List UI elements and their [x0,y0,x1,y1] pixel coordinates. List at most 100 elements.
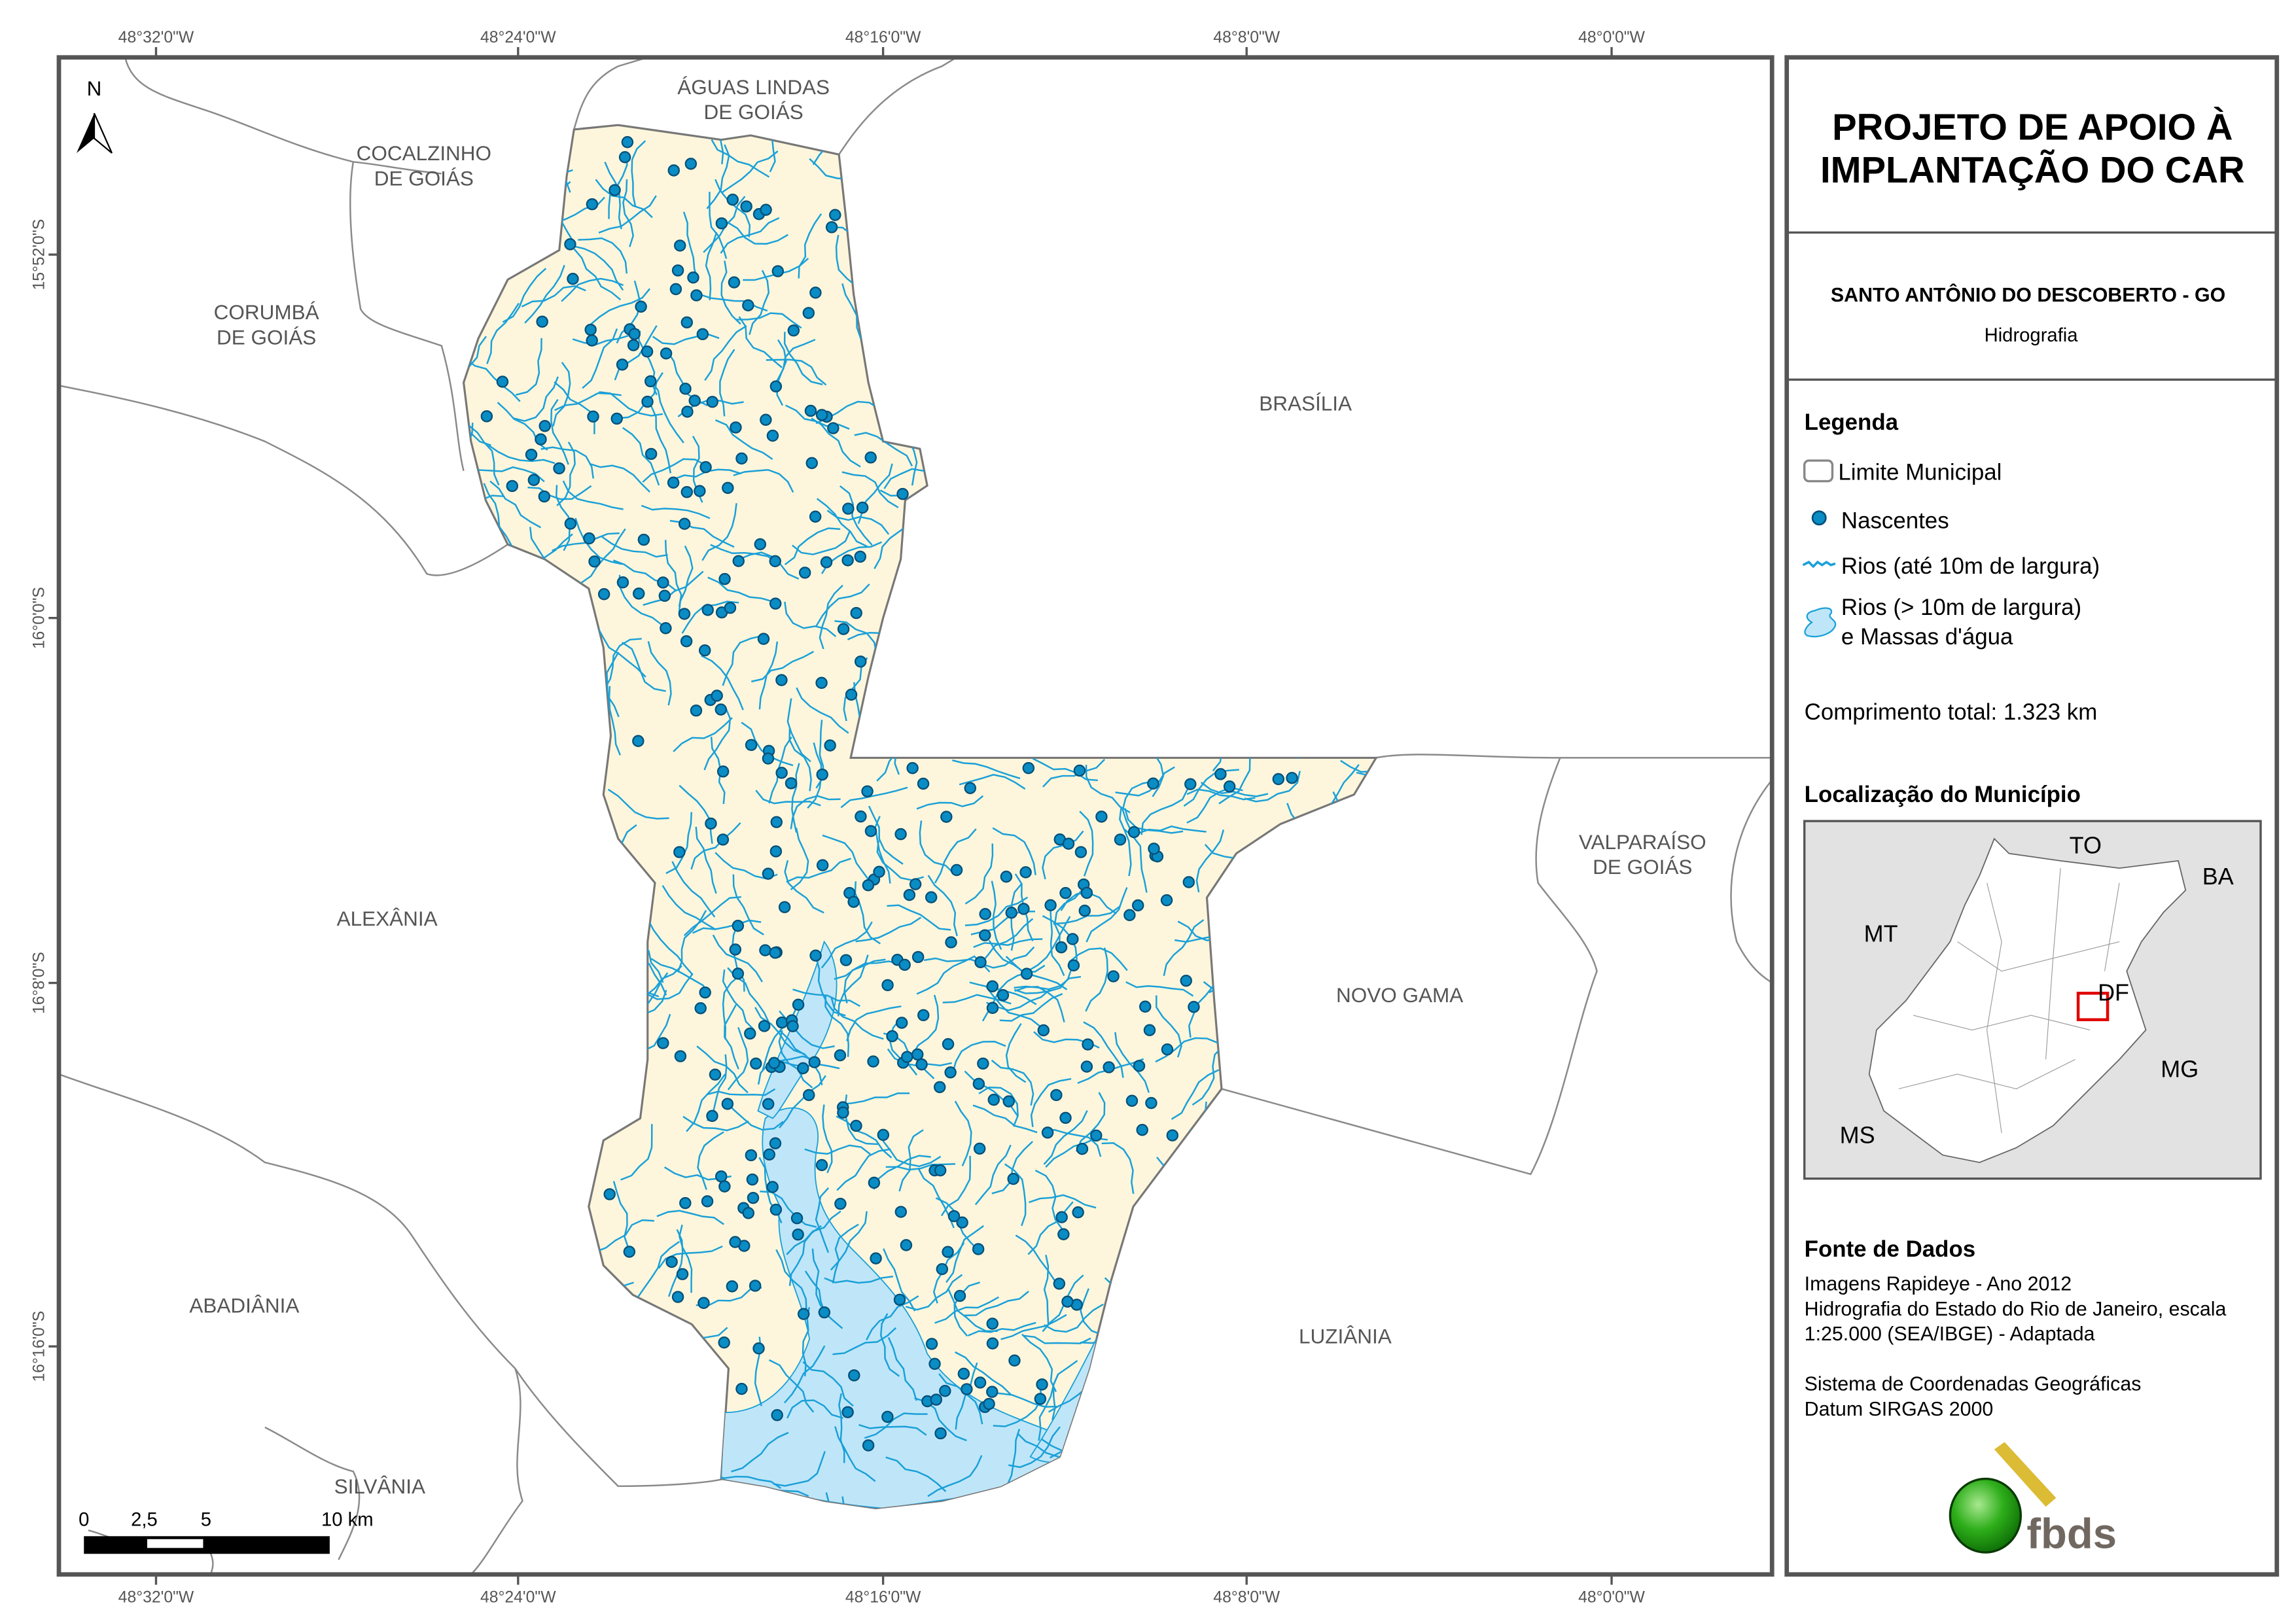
river-segment [612,1181,629,1249]
spring-point [628,328,641,340]
spring-point [1020,968,1033,980]
spring-point [718,572,731,585]
spring-point [635,300,647,313]
spring-point [699,461,712,474]
river-segment [786,1210,841,1255]
spring-point [1008,1354,1021,1367]
spring-point [760,413,772,426]
river-segment [554,392,622,411]
river-segment [1186,788,1256,801]
river-segment [887,904,951,931]
river-segment [964,896,1029,926]
spring-point [553,462,565,475]
river-segment [955,1351,1012,1395]
river-segment [786,858,851,883]
river-segment [838,954,869,1017]
spring-point [834,1049,847,1062]
spring-point [808,1056,821,1069]
spring-point [735,1382,748,1395]
river-segment [671,861,716,918]
spring-point [964,782,977,794]
spring-point [645,447,658,461]
state-label: BA [2202,863,2234,890]
river-segment [703,707,732,771]
river-segment [486,302,520,364]
spring-point [1131,899,1144,912]
river-segment [798,213,822,279]
water-body-icon [1804,607,1837,638]
spring-point [745,739,758,752]
river-segment [1114,1032,1150,1093]
spring-point [535,433,547,445]
spring-point [586,198,599,211]
spring-point [536,315,548,328]
spring-point [792,1228,804,1241]
spring-point [632,735,645,747]
river-segment [1043,1254,1050,1325]
river-segment [864,1412,928,1439]
spring-point [809,287,822,299]
river-segment [487,444,556,464]
spring-point [746,1173,759,1186]
spring-point [763,1148,775,1161]
spring-point [987,1093,1000,1106]
river-segment [991,881,1002,951]
label-brasilia: BRASÍLIA [1259,392,1352,415]
spring-point [740,200,752,213]
spring-point [730,421,742,434]
spring-point [1166,1129,1179,1142]
river-segment [779,1030,823,1086]
spring-point [1053,1278,1066,1290]
spring-point [854,550,866,563]
spring-point [1072,1206,1084,1219]
spring-point [903,888,916,901]
river-segment [550,399,569,465]
river-segment [1042,1128,1102,1157]
river-segment [819,584,843,650]
lat-label: 16°0'0"S [31,587,48,649]
river-segment [682,211,699,281]
spring-point [1067,933,1079,945]
spring-point [877,1128,890,1142]
spring-point [972,1077,985,1091]
lon-label-bottom: 48°16'0"W [845,1589,921,1607]
river-segment [858,1423,927,1436]
river-segment [467,424,500,486]
spring-point [790,1212,804,1225]
spring-point [930,1393,943,1406]
spring-point [862,879,875,892]
spring-point [744,1027,756,1040]
spring-point [680,485,694,498]
river-segment [622,427,660,486]
map-frame[interactable] [56,55,1775,1577]
spring-point [886,1030,898,1043]
river-segment [1200,781,1269,797]
river-segment [834,1426,876,1482]
river-segment [815,584,870,627]
spring-point [762,867,775,880]
spring-point [986,1386,998,1398]
municipality-polygon[interactable] [462,124,1378,1510]
state-label: DF [2098,979,2129,1006]
side-panel: PROJETO DE APOIO À IMPLANTAÇÃO DO CAR SA… [1784,55,2280,1577]
river-segment [642,458,706,483]
spring-point [778,901,791,913]
spring-point [848,1369,860,1382]
river-segment [1030,1077,1072,1127]
river-segment [758,641,779,710]
river-segment [561,277,624,302]
spring-point [728,276,741,288]
municipality-name: SANTO ANTÔNIO DO DESCOBERTO - GO [1831,284,2225,306]
river-segment [916,955,976,995]
panel-title-2: IMPLANTAÇÃO DO CAR [1820,149,2245,190]
spring-point [729,1236,741,1248]
spring-point [1123,909,1136,922]
source-line: Sistema de Coordenadas Geográficas [1805,1374,2142,1395]
spring-point [775,1016,788,1029]
river-segment [766,358,827,386]
spring-point [797,1062,809,1075]
spring-point [983,1397,995,1410]
river-segment [521,285,586,307]
locator-map: TO BA MT DF MG MS [1803,820,2262,1180]
